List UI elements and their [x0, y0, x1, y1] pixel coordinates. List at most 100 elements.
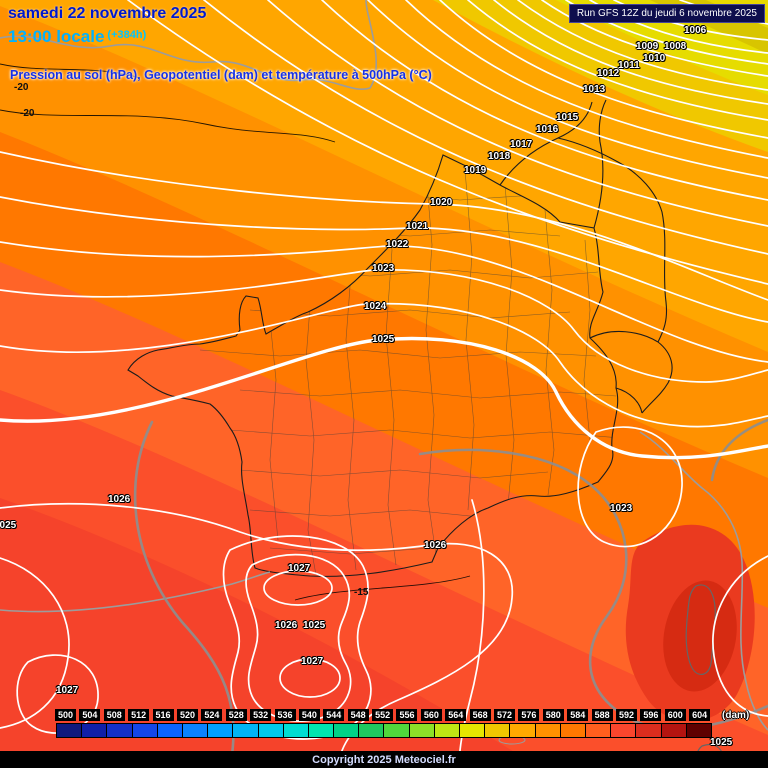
scale-value: 584 [567, 709, 589, 721]
scale-cell [233, 724, 259, 737]
scale-values-row: 500 504 508 512 516 520 524 528 532 536 540 544 548 5… [55, 709, 714, 721]
run-info-box: Run GFS 12Z du jeudi 6 novembre 2025 [568, 4, 765, 23]
scale-cell [107, 724, 133, 737]
scale-cell [82, 724, 108, 737]
scale-value: 544 [323, 709, 345, 721]
scale-cell [510, 724, 536, 737]
pressure-label: 1006 [684, 25, 707, 36]
pressure-label: 1023 [372, 263, 395, 274]
color-scale-bar [56, 723, 712, 738]
pressure-label: 1016 [536, 124, 559, 135]
forecast-offset: (+384h) [107, 29, 147, 41]
scale-cell [485, 724, 511, 737]
scale-value: 588 [591, 709, 613, 721]
forecast-date: samedi 22 novembre 2025 [8, 5, 207, 22]
scale-value: 604 [689, 709, 711, 721]
scale-value: 520 [176, 709, 198, 721]
pressure-label: 1015 [556, 112, 579, 123]
scale-cell [57, 724, 83, 737]
scale-value: 568 [469, 709, 491, 721]
scale-value: 600 [664, 709, 686, 721]
scale-cell [535, 724, 561, 737]
country-borders-layer [127, 99, 673, 577]
scale-value: 508 [103, 709, 125, 721]
scale-cell [283, 724, 309, 737]
pressure-label: 1025 [0, 520, 17, 531]
scale-value: 564 [445, 709, 467, 721]
scale-cell [308, 724, 335, 737]
scale-value: 572 [494, 709, 516, 721]
scale-cell [334, 724, 360, 737]
pressure-label: 1020 [430, 197, 453, 208]
scale-value: 560 [420, 709, 442, 721]
pressure-label: 1026 [424, 540, 447, 551]
pressure-label: 1025 [710, 737, 733, 748]
forecast-time: 13:00 locale (+384h) [8, 27, 146, 47]
scale-cell [661, 724, 687, 737]
scale-cell [157, 724, 183, 737]
pressure-label: 1013 [583, 84, 606, 95]
scale-cell [258, 724, 284, 737]
map-subtitle: Pression au sol (hPa), Geopotentiel (dam… [10, 68, 432, 82]
scale-value: 512 [128, 709, 150, 721]
scale-cell [359, 724, 385, 737]
scale-cell [460, 724, 486, 737]
pressure-label: 1012 [597, 68, 620, 79]
scale-value: 540 [298, 709, 320, 721]
pressure-label: 1018 [488, 151, 511, 162]
scale-cell [636, 724, 662, 737]
temperature-label: -20 [20, 108, 35, 119]
pressure-label: 1009 [636, 41, 659, 52]
temperature-label: -15 [354, 587, 369, 598]
pressure-label: 1026 [108, 494, 131, 505]
scale-value: 552 [372, 709, 394, 721]
scale-cell [132, 724, 158, 737]
pressure-label: 1017 [510, 139, 533, 150]
scale-cell [585, 724, 612, 737]
scale-unit: (dam) [722, 710, 750, 721]
pressure-label: 1019 [464, 165, 487, 176]
scale-value: 528 [225, 709, 247, 721]
scale-value: 532 [250, 709, 272, 721]
scale-value: 504 [79, 709, 101, 721]
footer-bar: Copyright 2025 Meteociel.fr [0, 751, 768, 768]
temperature-contours-layer [0, 63, 471, 601]
scale-value: 536 [274, 709, 296, 721]
scale-cell [409, 724, 435, 737]
scale-value: 500 [55, 709, 76, 721]
scale-cell [384, 724, 410, 737]
scale-value: 596 [640, 709, 662, 721]
scale-cell [434, 724, 460, 737]
scale-cell [182, 724, 209, 737]
pressure-label: 1025 [303, 620, 326, 631]
pressure-label: 1011 [618, 60, 640, 71]
scale-value: 516 [152, 709, 174, 721]
scale-value: 580 [542, 709, 564, 721]
pressure-label: 1027 [301, 656, 324, 667]
pressure-label: 1027 [56, 685, 79, 696]
temperature-label: -20 [14, 82, 29, 93]
scale-value: 592 [615, 709, 637, 721]
scale-cell [686, 724, 711, 737]
forecast-local-time: 13:00 locale [8, 27, 105, 46]
scale-value: 524 [201, 709, 223, 721]
pressure-label: 1025 [372, 334, 395, 345]
pressure-label: 1010 [643, 53, 666, 64]
scale-value: 556 [396, 709, 418, 721]
scale-value: 576 [518, 709, 540, 721]
copyright-text: Copyright 2025 Meteociel.fr [312, 753, 456, 766]
pressure-label: 1024 [364, 301, 387, 312]
pressure-label: 1026 [275, 620, 298, 631]
scale-value: 548 [347, 709, 369, 721]
pressure-label: 1022 [386, 239, 409, 250]
pressure-label: 1027 [288, 563, 311, 574]
scale-cell [611, 724, 637, 737]
pressure-label: 1023 [610, 503, 633, 514]
scale-cell [560, 724, 586, 737]
pressure-label: 1021 [406, 221, 429, 232]
pressure-label: 1008 [664, 41, 687, 52]
